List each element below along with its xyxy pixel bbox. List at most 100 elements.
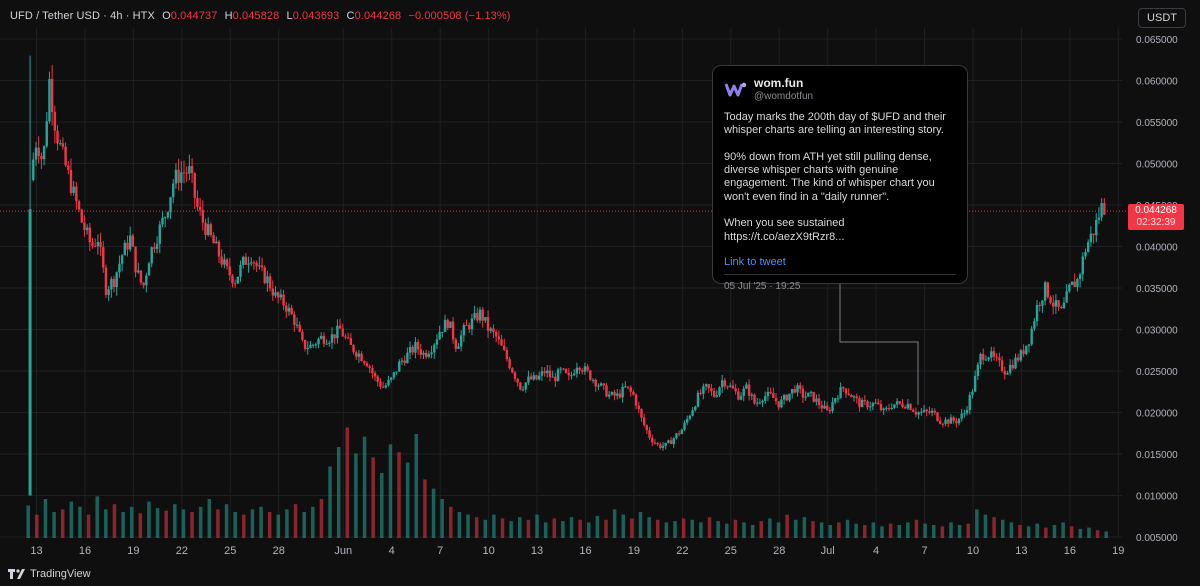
- candle-body: [123, 242, 126, 256]
- volume-bar: [388, 444, 393, 538]
- volume-bar: [742, 522, 746, 538]
- candle-body: [40, 155, 43, 160]
- x-tick-label: 10: [967, 545, 979, 557]
- candle-body: [196, 197, 199, 207]
- candle-body: [645, 425, 649, 431]
- volume-bar: [267, 512, 272, 538]
- candle-body: [172, 183, 175, 198]
- tradingview-brand[interactable]: TradingView: [8, 568, 91, 580]
- volume-bar: [750, 525, 755, 538]
- candle-body: [1097, 217, 1101, 220]
- y-tick-label: 0.005000: [1136, 533, 1178, 544]
- candle-body: [715, 395, 719, 397]
- volume-bar: [224, 504, 229, 538]
- candle-body: [481, 309, 484, 321]
- volume-bar: [664, 522, 669, 538]
- candle-body: [424, 352, 428, 357]
- candle-body: [990, 351, 993, 358]
- candle-body: [357, 353, 361, 357]
- candle-body: [201, 210, 205, 223]
- candle-body: [718, 387, 721, 396]
- volume-bar: [888, 523, 893, 538]
- candle-body: [306, 347, 309, 350]
- candle-body: [957, 418, 961, 424]
- candle-body: [753, 394, 756, 404]
- candle-body: [928, 411, 931, 413]
- currency-button[interactable]: USDT: [1138, 8, 1186, 28]
- candle-body: [435, 339, 439, 345]
- volume-bar: [906, 522, 910, 538]
- candle-body: [766, 391, 770, 397]
- candle-body: [290, 307, 293, 315]
- candle-body: [511, 368, 514, 373]
- candle-body: [1062, 302, 1066, 309]
- candle-body: [400, 360, 404, 362]
- candle-body: [583, 366, 587, 372]
- candle-body: [166, 212, 170, 218]
- volume-bar: [1044, 527, 1048, 538]
- candle-body: [893, 404, 896, 408]
- candle-body: [890, 407, 893, 409]
- candle-body: [570, 375, 573, 377]
- bar-countdown: 02:32:39: [1136, 217, 1176, 228]
- candle-body: [215, 241, 218, 244]
- candle-body: [1065, 291, 1068, 303]
- volume-bar: [1095, 530, 1100, 538]
- candle-body: [952, 417, 955, 421]
- volume-bar: [621, 514, 626, 538]
- x-tick-label: 28: [773, 545, 785, 557]
- x-tick-label: 25: [725, 545, 737, 557]
- candle-body: [971, 391, 974, 395]
- candle-body: [992, 351, 996, 357]
- volume-bar: [940, 526, 945, 538]
- candle-body: [1014, 357, 1017, 369]
- candle-body: [567, 372, 571, 376]
- volume-bar: [500, 518, 505, 538]
- x-tick-label: 16: [1064, 545, 1076, 557]
- volume-bar: [561, 521, 565, 538]
- candle-body: [667, 440, 670, 443]
- candle-body: [328, 342, 331, 344]
- volume-bar: [423, 479, 427, 538]
- symbol-label: UFD / Tether USD · 4h · HTX: [10, 10, 155, 22]
- candle-body: [742, 388, 745, 396]
- candle-body: [651, 437, 654, 443]
- volume-bar: [440, 499, 444, 538]
- candle-body: [648, 430, 651, 438]
- candle-body: [242, 256, 245, 265]
- x-tick-label: 13: [1015, 545, 1027, 557]
- tweet-connector-line: [839, 284, 919, 405]
- candle-body: [42, 146, 46, 160]
- candle-body: [486, 317, 490, 331]
- candle-body: [516, 378, 519, 383]
- candle-body: [438, 331, 441, 340]
- candle-body: [204, 222, 207, 236]
- candle-body: [672, 438, 675, 445]
- candle-body: [414, 341, 417, 353]
- candle-body: [785, 395, 788, 401]
- volume-bar: [949, 522, 953, 538]
- tweet-date: 05 Jul '25 · 19:25: [724, 280, 801, 292]
- candle-body: [110, 278, 113, 290]
- y-tick-label: 0.030000: [1136, 326, 1178, 337]
- candle-body: [279, 294, 283, 298]
- volume-bar: [354, 453, 358, 538]
- candle-body: [293, 314, 296, 325]
- volume-bar: [768, 518, 772, 538]
- candle-body: [839, 387, 842, 399]
- candle-body: [48, 78, 51, 122]
- candle-body: [686, 418, 689, 423]
- candle-body: [61, 143, 65, 147]
- candle-body: [901, 403, 904, 407]
- candle-body: [263, 267, 266, 284]
- candle-body: [303, 339, 307, 350]
- candle-body: [1006, 372, 1009, 375]
- candle-body: [295, 324, 299, 326]
- candle-body: [209, 224, 213, 236]
- candle-body: [616, 393, 619, 396]
- link-to-tweet[interactable]: Link to tweet: [724, 255, 786, 268]
- candle-body: [441, 331, 444, 333]
- candle-body: [1095, 219, 1098, 236]
- volume-bar: [69, 501, 74, 538]
